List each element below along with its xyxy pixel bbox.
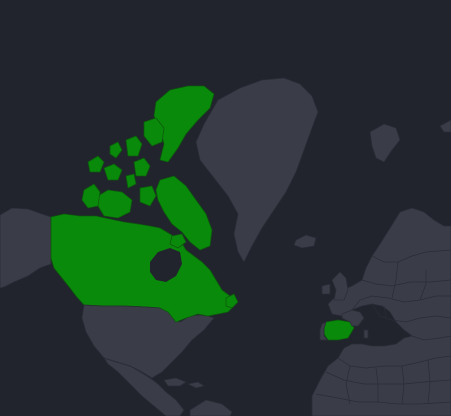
canada-newfoundland[interactable] — [225, 293, 239, 309]
canada-devon-island[interactable] — [143, 117, 165, 147]
border-canada-usa — [83, 304, 161, 309]
island-sardinia[interactable] — [363, 329, 369, 339]
canada-island-c[interactable] — [125, 135, 143, 157]
country-united-kingdom[interactable] — [331, 271, 349, 301]
canada-southampton-island[interactable] — [169, 233, 187, 249]
country-france[interactable] — [341, 309, 365, 327]
canada-baffin-island[interactable] — [155, 175, 213, 251]
canada-island-b[interactable] — [103, 163, 123, 181]
border-usa-mexico — [103, 357, 151, 379]
hudson-bay — [150, 248, 182, 282]
island-svalbard-east[interactable] — [439, 119, 451, 133]
country-ireland[interactable] — [321, 283, 331, 295]
canada-island-g[interactable] — [125, 173, 137, 189]
canada-island-a[interactable] — [87, 155, 105, 173]
region-south-america-top[interactable] — [189, 399, 233, 416]
canada-island-f[interactable] — [139, 185, 157, 207]
region-caribbean[interactable] — [187, 381, 205, 389]
canada-island-e[interactable] — [109, 141, 123, 159]
country-usa-alaska[interactable] — [0, 207, 52, 289]
country-svalbard[interactable] — [369, 123, 401, 163]
canada-banks-island[interactable] — [81, 183, 101, 209]
country-mexico[interactable] — [103, 357, 185, 416]
country-greenland[interactable] — [195, 77, 319, 263]
canada-victoria-island[interactable] — [97, 189, 133, 219]
country-canada[interactable] — [50, 85, 239, 323]
country-borders-europe-africa — [315, 249, 451, 405]
country-iceland[interactable] — [293, 234, 317, 249]
canada-island-d[interactable] — [133, 157, 151, 177]
country-portugal[interactable] — [319, 321, 329, 341]
country-cuba[interactable] — [163, 377, 187, 387]
